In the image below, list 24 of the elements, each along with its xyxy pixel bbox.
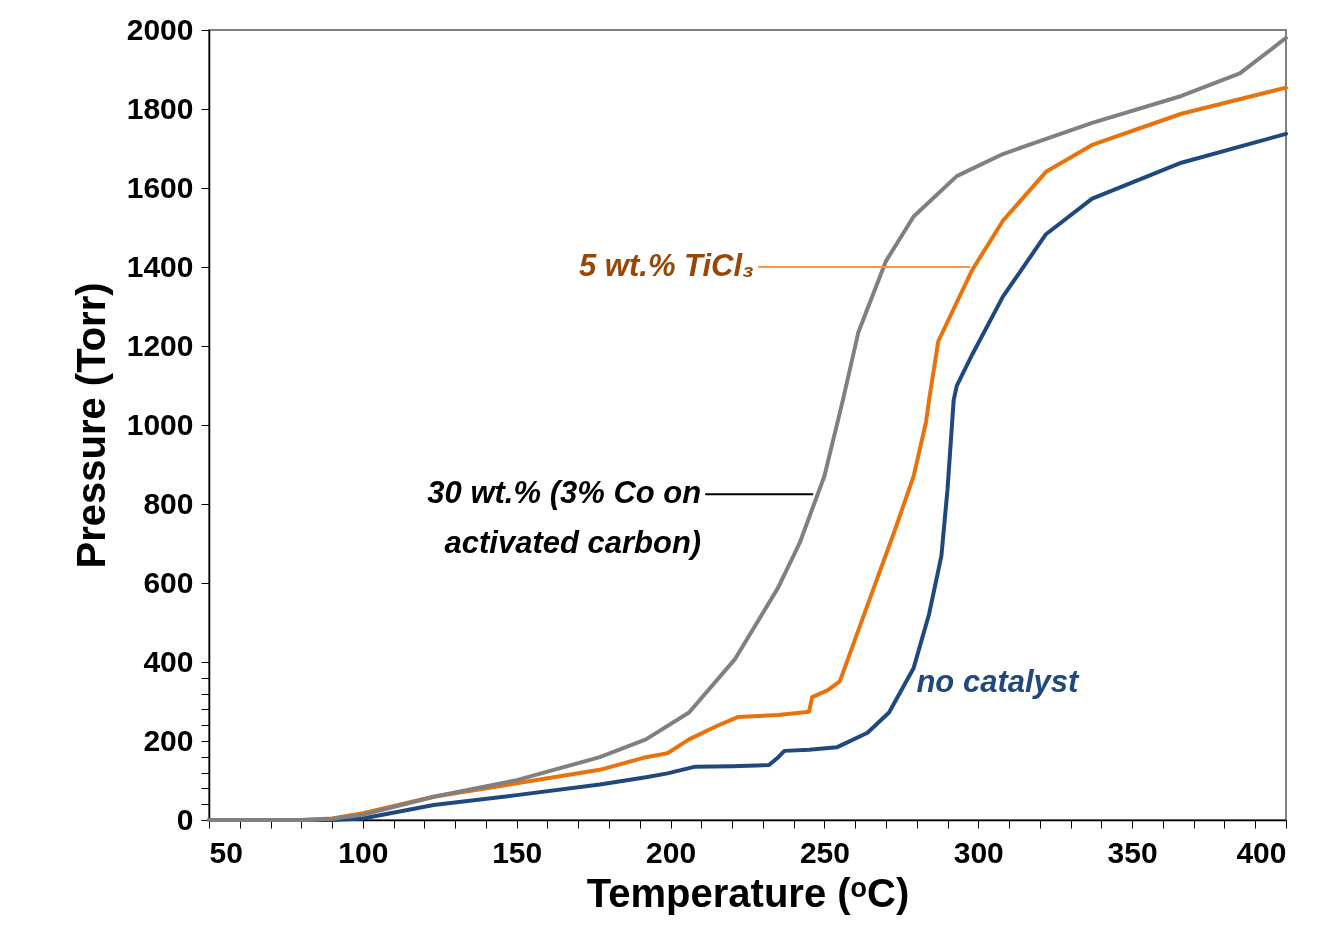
annotation: no catalyst	[916, 663, 1081, 699]
y-tick-label: 0	[176, 802, 194, 836]
x-tick-label: 300	[953, 835, 1004, 869]
x-tick-label: 150	[492, 835, 543, 869]
x-axis-title: Temperature (ᵒC)	[586, 870, 910, 915]
x-tick-label: 400	[1236, 835, 1287, 869]
x-tick-label: 200	[646, 835, 697, 869]
y-tick-label: 2000	[126, 12, 194, 46]
annotation: 30 wt.% (3% Co on activated carbon)	[427, 475, 702, 561]
x-tick-label: 350	[1107, 835, 1158, 869]
y-tick-label: 1600	[126, 170, 194, 204]
y-tick-label: 1400	[126, 249, 194, 283]
y-tick-label: 800	[143, 486, 194, 520]
y-axis-title: Pressure (Torr)	[68, 282, 113, 569]
y-tick-label: 1000	[126, 407, 194, 441]
y-tick-label: 400	[143, 644, 194, 678]
y-tick-label: 600	[143, 565, 194, 599]
x-tick-label: 100	[338, 835, 389, 869]
y-tick-label: 1200	[126, 328, 194, 362]
y-tick-label: 200	[143, 723, 194, 757]
x-tick-label: 250	[799, 835, 850, 869]
annotation: 5 wt.% TiCl₃	[579, 248, 755, 283]
x-tick-label: 50	[209, 835, 243, 869]
y-tick-label: 1800	[126, 91, 194, 125]
